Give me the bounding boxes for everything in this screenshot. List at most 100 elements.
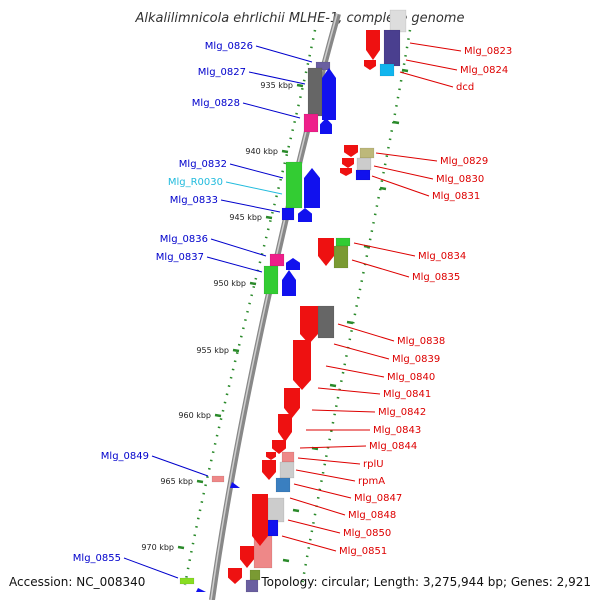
gene-bar: [179, 577, 195, 585]
label-leader: [248, 71, 306, 85]
gene-label: Mlg_0855: [73, 553, 121, 564]
accession-text: Accession: NC_008340: [9, 575, 145, 589]
gene-arrow-reverse: [293, 340, 311, 390]
scale-tick-mark: [265, 215, 273, 220]
gene-arrow-reverse: [364, 60, 376, 70]
gene-label: Mlg_0833: [170, 195, 218, 206]
gene-arrow-forward: [298, 208, 312, 222]
gene-bar: [383, 29, 401, 67]
label-leader: [311, 409, 376, 413]
scale-tick-mark: [282, 558, 290, 563]
gene-bar: [307, 67, 323, 117]
scale-tick-label: 955 kbp: [196, 346, 229, 355]
gene-arrow-reverse: [284, 388, 300, 418]
gene-label: rpmA: [358, 476, 385, 487]
gene-bar: [317, 305, 335, 339]
gene-arrow-reverse: [252, 494, 268, 546]
label-leader: [405, 59, 458, 71]
gene-bar: [315, 61, 331, 71]
scale-tick-label: 970 kbp: [141, 543, 174, 552]
gene-label: Mlg_0823: [464, 46, 512, 57]
label-leaders: [123, 42, 462, 579]
gene-arrow-reverse: [240, 546, 254, 568]
scale-tick-mark: [363, 244, 371, 249]
gene-bar: [356, 157, 372, 171]
scale-tick-mark: [296, 83, 304, 88]
label-leader: [373, 165, 434, 180]
gene-label: Mlg_0839: [392, 354, 440, 365]
label-leader: [337, 323, 395, 342]
gene-bar: [285, 161, 303, 209]
label-leader: [123, 557, 179, 579]
gene-bar: [249, 569, 261, 581]
gene-bar: [389, 9, 407, 33]
gene-arrow-reverse: [266, 452, 276, 460]
label-leader: [287, 519, 341, 534]
gene-bar: [245, 579, 259, 593]
scale-tick-mark: [346, 320, 354, 325]
gene-arrow-reverse: [342, 158, 354, 168]
gene-bar: [267, 497, 285, 523]
topology-text: Topology: circular; Length: 3,275,944 bp…: [260, 575, 591, 589]
scale-tick-mark: [329, 383, 337, 388]
gene-arrow-forward: [230, 482, 240, 488]
gene-arrow-reverse: [318, 238, 334, 266]
gene-label: Mlg_0842: [378, 407, 426, 418]
gene-label: Mlg_0826: [205, 41, 253, 52]
scale-dots-left: [183, 29, 317, 586]
gene-arrow-reverse: [228, 568, 242, 584]
gene-label: dcd: [456, 82, 474, 93]
label-leader: [281, 535, 337, 552]
gene-arrow-forward: [320, 118, 332, 134]
gene-bar: [281, 207, 295, 221]
gene-bar: [379, 63, 395, 77]
label-leader: [289, 497, 346, 516]
gene-label: Mlg_0849: [101, 451, 149, 462]
gene-label: Mlg_0829: [440, 156, 488, 167]
gene-arrow-forward: [196, 588, 206, 592]
label-leader: [255, 45, 313, 63]
gene-bar: [279, 461, 295, 479]
scale-tick-label: 940 kbp: [245, 147, 278, 156]
gene-arrow-forward: [304, 168, 320, 208]
gene-arrow-forward: [286, 258, 300, 270]
gene-bar: [269, 253, 285, 267]
scale-tick-label: 935 kbp: [260, 81, 293, 90]
gene-bar: [355, 169, 371, 181]
scale-tick-mark: [177, 545, 185, 550]
gene-label: Mlg_0851: [339, 546, 387, 557]
gene-label: Mlg_0831: [432, 191, 480, 202]
gene-bar: [359, 147, 375, 159]
gene-label: Mlg_0834: [418, 251, 466, 262]
gene-label: Mlg_0850: [343, 528, 391, 539]
gene-arrow-reverse: [272, 440, 286, 454]
gene-label: Mlg_0847: [354, 493, 402, 504]
gene-bar: [333, 245, 349, 269]
gene-label: Mlg_0827: [198, 67, 246, 78]
scale-tick-label: 950 kbp: [213, 279, 246, 288]
gene-labels: Mlg_0826 Mlg_0827 Mlg_0828 Mlg_0832 Mlg_R003…: [73, 41, 512, 564]
gene-label: Mlg_0843: [373, 425, 421, 436]
label-leader: [220, 199, 281, 213]
scale-tick-mark: [281, 149, 289, 154]
label-leader: [371, 175, 430, 197]
gene-bar: [303, 113, 319, 133]
scale-tick-label: 965 kbp: [160, 477, 193, 486]
gene-arrow-reverse: [344, 145, 358, 157]
scale-tick-mark: [392, 120, 400, 125]
label-leader: [242, 102, 301, 119]
gene-label: Mlg_0835: [412, 272, 460, 283]
gene-arrow-reverse: [340, 168, 352, 176]
label-leader: [297, 457, 361, 465]
label-leader: [295, 469, 356, 482]
gene-label: Mlg_0848: [348, 510, 396, 521]
gene-label: Mlg_0824: [460, 65, 508, 76]
gene-arrow-forward: [322, 68, 336, 120]
label-leader: [353, 242, 416, 257]
label-leader: [409, 42, 462, 52]
gene-label: Mlg_0830: [436, 174, 484, 185]
gene-label: Mlg_0832: [179, 159, 227, 170]
label-leader: [293, 483, 352, 499]
label-leader: [399, 71, 454, 88]
label-leader: [333, 343, 390, 360]
